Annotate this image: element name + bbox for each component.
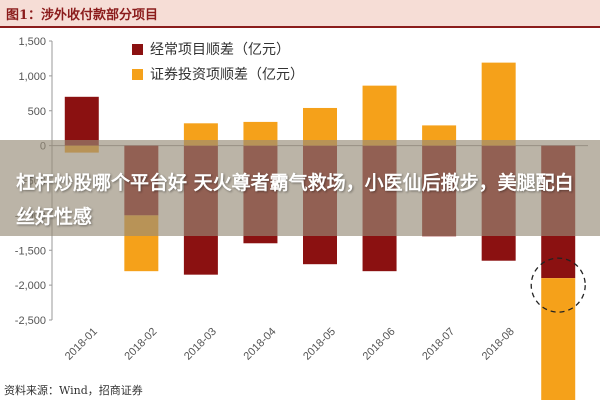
legend-label-current-account: 经常项目顺差（亿元） (150, 42, 290, 58)
x-tick-label: 2018-05 (301, 326, 338, 363)
x-tick-label: 2018-03 (182, 326, 219, 363)
y-tick-label: 500 (28, 106, 46, 118)
legend-swatch-current-account (132, 44, 143, 55)
highlight-circle (530, 257, 586, 313)
bar-securities-investment (243, 121, 278, 146)
chart-title: 图1：涉外收付款部分项目 (6, 8, 159, 23)
y-tick-label: 1,500 (18, 36, 46, 48)
y-tick-label: -2,500 (15, 315, 46, 327)
bar-current-account (64, 96, 99, 146)
x-tick-label: 2018-08 (480, 326, 517, 363)
x-tick-label: 2018-07 (420, 326, 457, 363)
bar-securities-investment (362, 85, 397, 146)
legend: 经常项目顺差（亿元） 证券投资项顺差（亿元） (132, 42, 304, 83)
legend-label-securities-investment: 证券投资项顺差（亿元） (150, 67, 304, 83)
source-note: 资料来源：Wind，招商证券 (4, 384, 143, 397)
x-tick-label: 2018-01 (63, 326, 100, 363)
legend-swatch-securities-investment (132, 69, 143, 80)
x-tick-label: 2018-06 (361, 326, 398, 363)
bar-securities-investment (481, 62, 516, 146)
overlay-banner (0, 140, 600, 236)
y-tick-label: -1,500 (15, 245, 46, 257)
x-tick-label: 2018-02 (122, 326, 159, 363)
x-tick-label: 2018-04 (242, 326, 279, 363)
overlay-headline: 杠杆炒股哪个平台好 天火尊者霸气救场，小医仙后撤步，美腿配白丝好性感 (16, 172, 574, 228)
title-bar: 图1：涉外收付款部分项目 (0, 0, 600, 28)
bar-securities-investment (303, 107, 337, 146)
y-tick-label: 1,000 (18, 71, 46, 83)
bar-securities-investment (541, 278, 576, 400)
y-tick-label: -2,000 (15, 280, 46, 292)
